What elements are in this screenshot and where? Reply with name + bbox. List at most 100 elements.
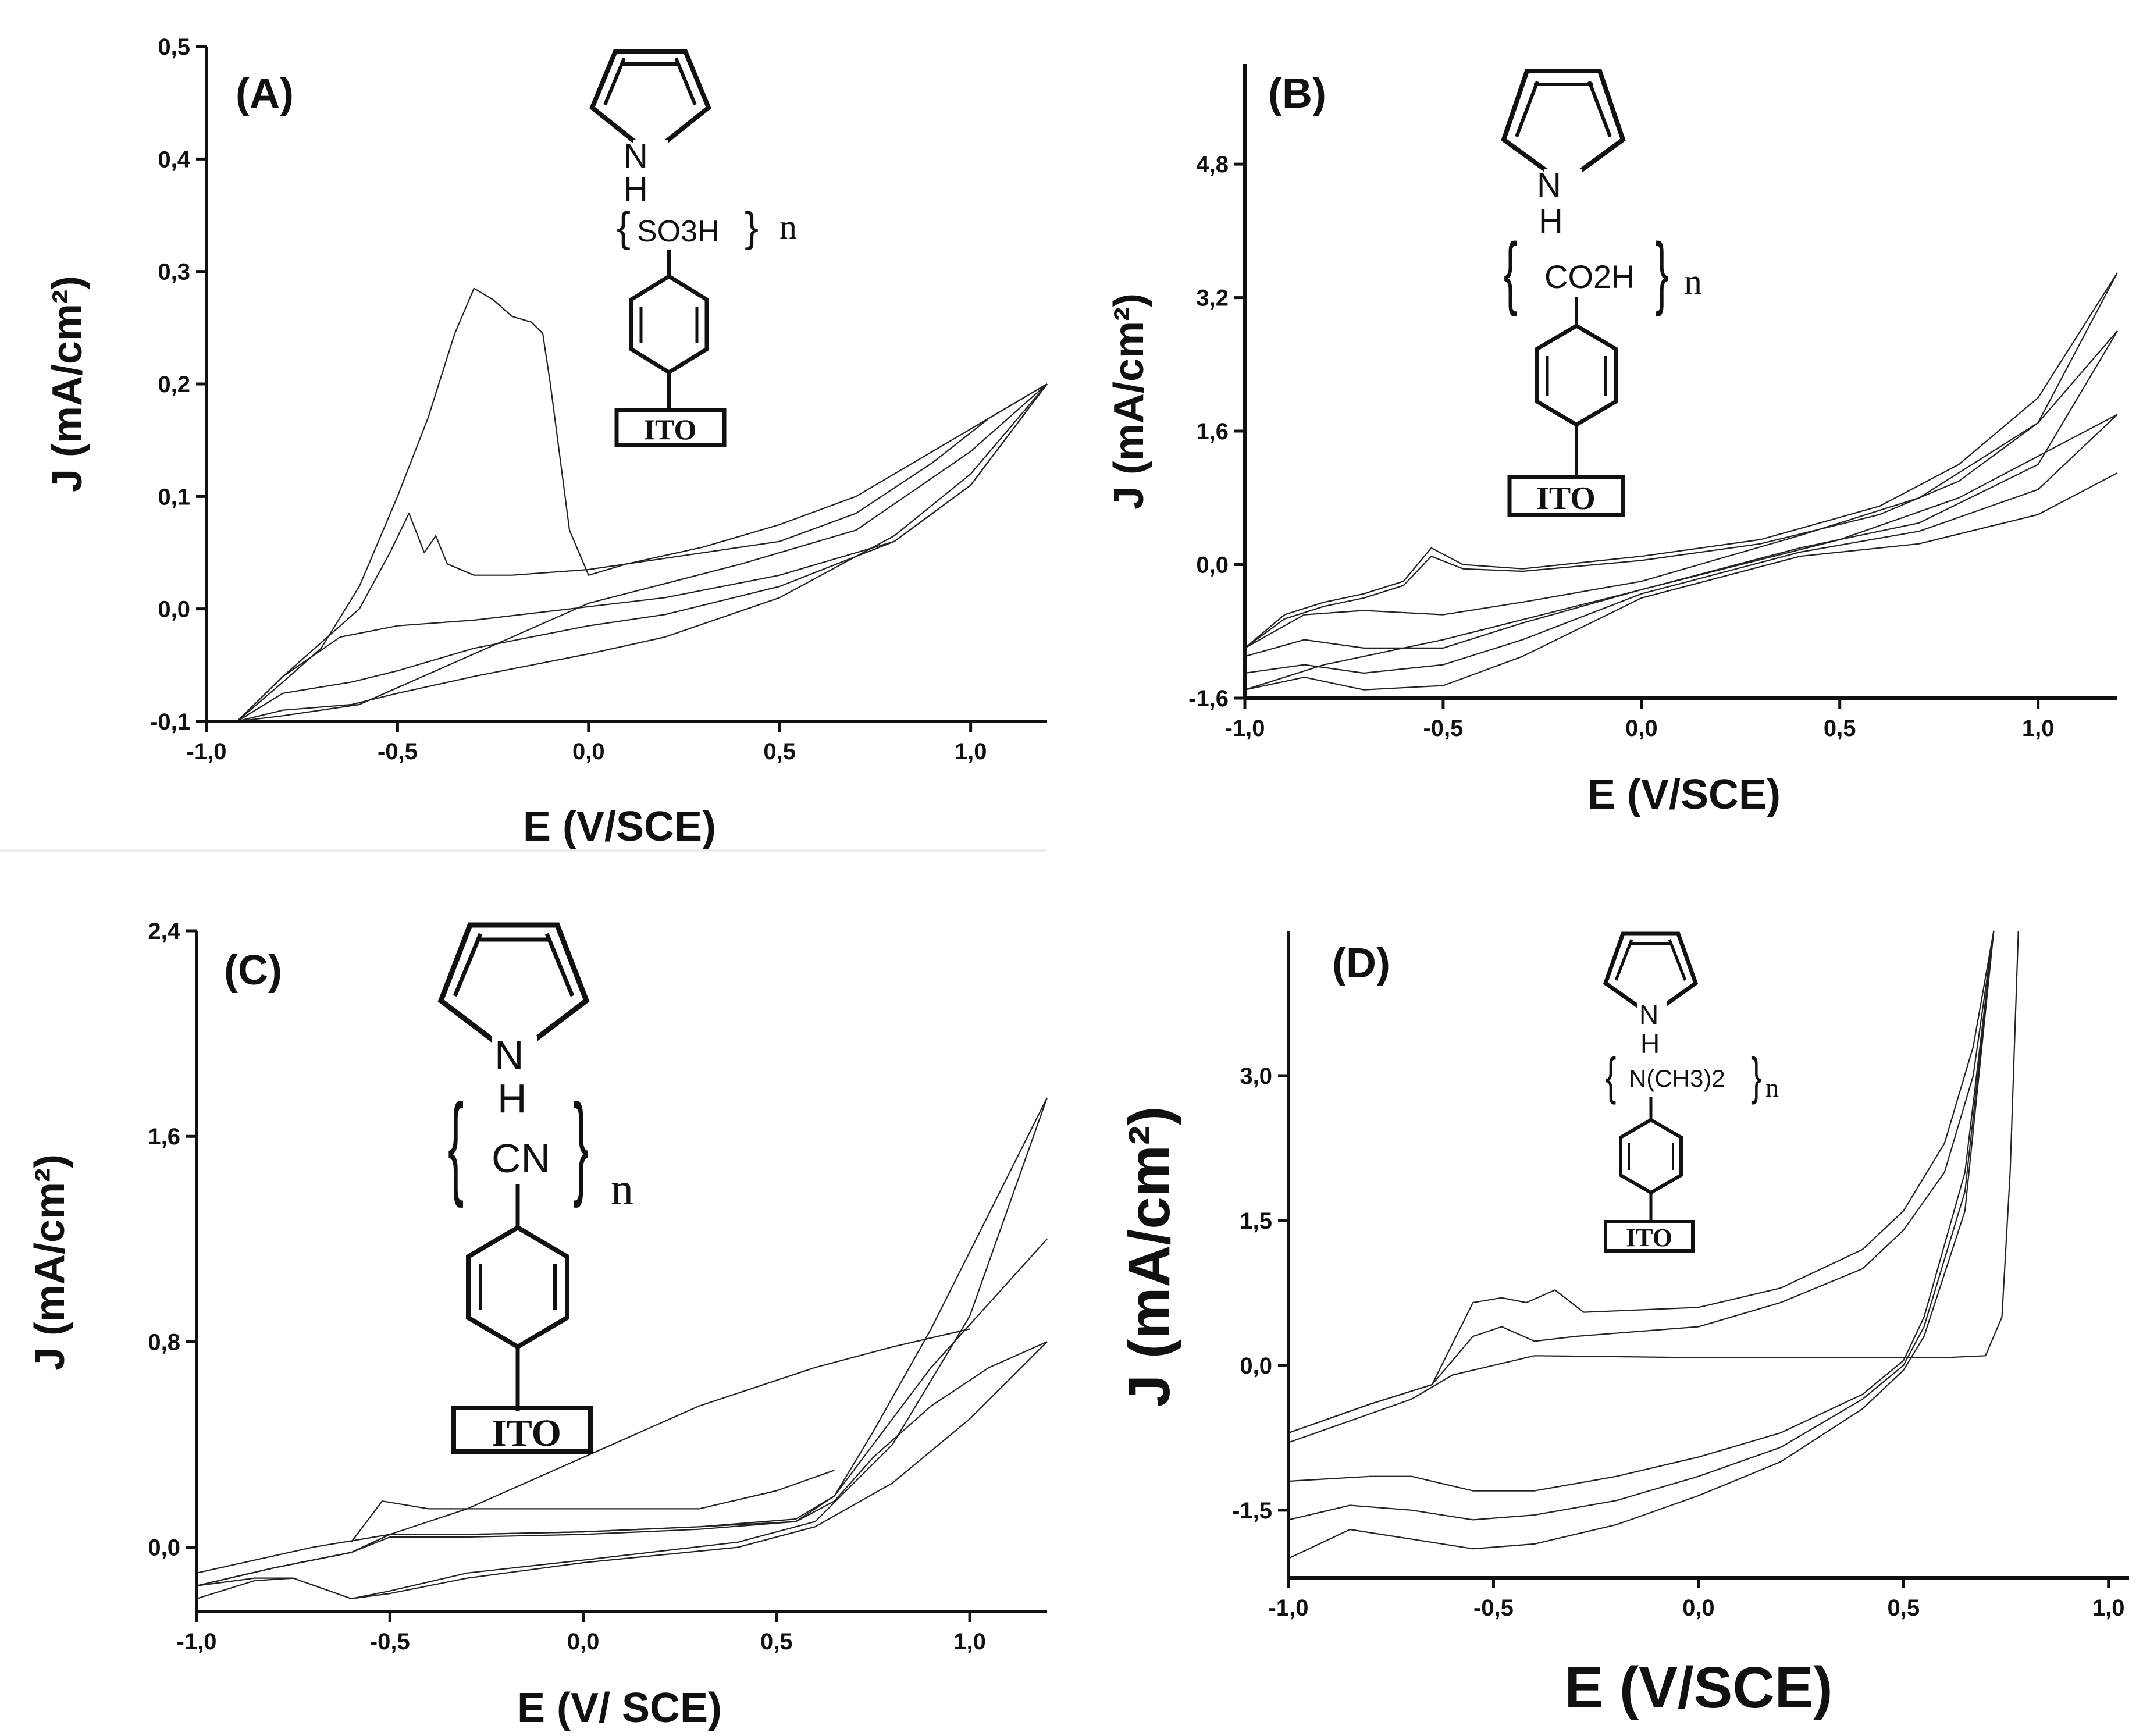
ytick-label-b: 3,2: [1196, 286, 1229, 311]
ytick-label-d: 3,0: [1240, 1063, 1272, 1089]
nh-label-a: N: [624, 137, 648, 175]
ytick-label-a: -0,1: [150, 709, 190, 735]
series-cycles-anodic-a: [236, 383, 1048, 722]
xtick-label-b: 1,0: [2022, 716, 2055, 741]
repeat-n-b: n: [1684, 262, 1702, 302]
panel-b: -1,0 -0,5 0,0 0,5 1,0 -1,6 0,0 1,6 3,2 4,8 (B) E …: [1106, 64, 2118, 818]
xtick-label-b: -0,5: [1423, 716, 1463, 741]
nh-label-b: N: [1537, 166, 1561, 204]
xlabel-b: E (V/SCE): [1587, 771, 1781, 818]
xlabel-a: E (V/SCE): [523, 803, 716, 850]
series-cycles-anodic-3-c: [196, 1341, 1048, 1586]
ylabel-b: J (mA/cm²): [1106, 293, 1152, 510]
ito-box-b: [1507, 475, 1625, 517]
bracket-close-c: }: [573, 1080, 589, 1208]
xtick-label-a: 0,0: [572, 739, 605, 764]
ito-label-c: ITO: [492, 1412, 561, 1454]
ytick-label-d: 0,0: [1240, 1353, 1272, 1379]
curves-d: [1288, 930, 2019, 1559]
panel-label-a: (A): [236, 70, 294, 117]
series-cycles-anodic-1-d: [1288, 930, 1995, 1434]
panel-label-c: (C): [224, 947, 282, 994]
series-cycles-anodic-2-b: [1244, 330, 2118, 649]
pyrrole-ring-a: [589, 49, 711, 158]
series-cycles-cathodic-3-b: [1244, 414, 2118, 674]
ytick-label-c: 0,0: [148, 1535, 180, 1561]
nh-h-b: H: [1539, 202, 1563, 240]
xtick-label-c: -0,5: [370, 1629, 410, 1655]
series-cycles-cathodic-3-a: [237, 383, 1048, 723]
panel-label-b: (B): [1268, 70, 1326, 117]
ticks-b: -1,0 -0,5 0,0 0,5 1,0 -1,6 0,0 1,6 3,2 4,8: [1188, 152, 2054, 741]
bracket-close-d: }: [1751, 1048, 1761, 1105]
series-cycle-1-c: [196, 1328, 970, 1574]
panel-d: -1,0 -0,5 0,0 0,5 1,0 -1,5 0,0 1,5 3,0 (D) E (V/…: [1117, 930, 2129, 1720]
ytick-label-a: 0,0: [158, 597, 190, 622]
substituent-c: CN: [492, 1136, 550, 1181]
nh-h-c: H: [497, 1076, 527, 1121]
ytick-label-c: 1,6: [148, 1124, 180, 1150]
repeat-n-d: n: [1765, 1073, 1779, 1102]
ytick-label-b: 0,0: [1196, 553, 1229, 578]
xtick-label-c: 0,5: [760, 1629, 793, 1655]
xtick-label-d: 0,5: [1888, 1595, 1920, 1621]
ytick-label-d: 1,5: [1240, 1208, 1272, 1234]
series-cycles-anodic-1-b: [1244, 272, 2118, 649]
xtick-label-a: -0,5: [378, 739, 418, 764]
series-cycles-cathodic-3-d: [1288, 930, 1995, 1559]
curves-c: [196, 1097, 1048, 1599]
xtick-label-b: 0,0: [1625, 716, 1658, 741]
xtick-label-a: -1,0: [187, 739, 227, 764]
xtick-label-c: 0,0: [567, 1629, 600, 1655]
ytick-label-d: -1,5: [1232, 1498, 1272, 1524]
series-cycle-1-a: [236, 287, 1048, 722]
nh-h-a: H: [624, 170, 648, 208]
series-cycles-cathodic-1-b: [1244, 272, 2118, 649]
xlabel-c: E (V/ SCE): [517, 1685, 722, 1731]
xtick-label-d: -1,0: [1269, 1595, 1309, 1621]
substituent-a: SO3H: [637, 215, 720, 248]
series-cycle-1-return-a: [237, 383, 1048, 723]
ylabel-a: J (mA/cm²): [44, 276, 91, 492]
molecule-a: N H { SO3H } n ITO: [589, 49, 797, 447]
panel-c: -1,0 -0,5 0,0 0,5 1,0 0,0 0,8 1,6 2,4 (C) E (V/ …: [27, 919, 1048, 1731]
series-cycles-cathodic-2-d: [1288, 930, 1995, 1521]
pyrrole-ring-c: [437, 922, 590, 1059]
ytick-label-c: 0,8: [148, 1329, 180, 1355]
series-cycles-cathodic-2-c: [196, 1341, 1048, 1599]
curves-b: [1244, 272, 2118, 691]
repeat-n-a: n: [779, 208, 797, 246]
nh-h-d: H: [1640, 1029, 1660, 1059]
series-cycles-cathodic-2-b: [1244, 330, 2118, 657]
ito-label-a: ITO: [644, 413, 697, 446]
ytick-label-a: 0,1: [158, 484, 190, 510]
series-cycle-1-b: [1244, 414, 2118, 691]
series-cycles-cathodic-2-a: [236, 383, 1048, 722]
ytick-label-a: 0,3: [158, 259, 190, 285]
panel-label-d: (D): [1332, 940, 1390, 987]
xtick-label-d: 0,0: [1682, 1595, 1715, 1621]
substituent-d: N(CH3)2: [1629, 1065, 1725, 1092]
ito-box-d: [1604, 1220, 1695, 1253]
xtick-label-d: 1,0: [2092, 1595, 2125, 1621]
panel-a: -1,0 -0,5 0,0 0,5 1,0-0,10,00,10,20,30,40,5 …: [44, 34, 1048, 850]
molecule-b: N H { CO2H } n ITO: [1501, 69, 1702, 517]
repeat-n-c: n: [611, 1164, 633, 1214]
series-cycles-cathodic-1-d: [1288, 930, 1995, 1492]
ytick-label-c: 2,4: [148, 919, 180, 944]
xtick-label-b: 0,5: [1824, 716, 1856, 741]
series-cycles-anodic-2-d: [1288, 930, 1995, 1434]
ticks-d: -1,0 -0,5 0,0 0,5 1,0 -1,5 0,0 1,5 3,0: [1232, 1063, 2124, 1621]
ytick-label-a: 0,4: [158, 147, 190, 172]
nh-label-d: N: [1639, 999, 1658, 1030]
series-cycle-1-shoulder-c: [350, 1470, 835, 1543]
curves-a: [236, 287, 1048, 723]
xtick-label-d: -0,5: [1473, 1595, 1514, 1621]
molecule-d: N H { N(CH3)2 } n ITO: [1603, 931, 1779, 1253]
xtick-label-c: -1,0: [177, 1629, 217, 1655]
nh-label-c: N: [494, 1033, 524, 1078]
ito-label-d: ITO: [1626, 1223, 1672, 1252]
ylabel-c: J (mA/cm²): [27, 1154, 73, 1371]
series-cycle-1-d: [1288, 930, 2019, 1443]
